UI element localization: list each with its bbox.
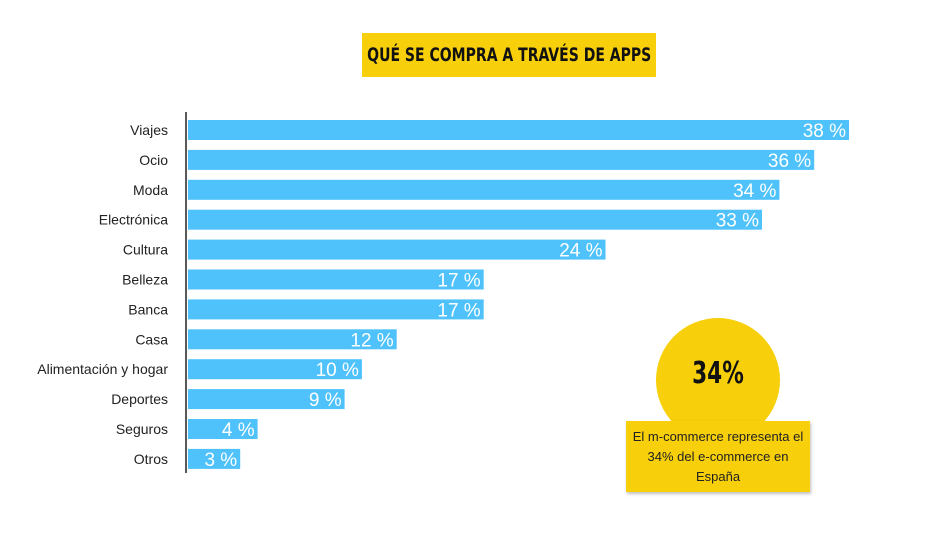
bars-group: Viajes 38 % Ocio 36 % Moda 34 % Electrónica 33 … [37,120,849,471]
value-label: 3 % [204,450,237,471]
value-label: 10 % [316,360,359,381]
bar-8 [188,359,362,380]
value-label: 12 % [350,330,393,351]
category-label: Banca [128,301,168,317]
bar-11 [188,448,241,469]
category-label: Alimentación y hogar [37,361,168,377]
value-label: 38 % [803,121,846,142]
category-label: Ocio [139,152,168,168]
value-label: 34 % [733,181,776,202]
stat-note: El m-commerce representa el 34% del e-co… [626,421,810,492]
value-label: 9 % [309,390,342,411]
bar-3 [188,209,762,230]
bar-2 [188,179,780,200]
value-label: 4 % [222,420,255,441]
category-label: Viajes [130,122,168,138]
category-label: Cultura [123,242,168,258]
chart-title: QUÉ SE COMPRA A TRAVÉS DE APPS [366,44,652,66]
category-label: Casa [135,331,168,347]
category-label: Electrónica [99,212,168,228]
category-label: Belleza [122,272,168,288]
bar-1 [188,149,815,170]
stat-value: 34% [692,356,744,391]
bar-10 [188,419,258,439]
bar-7 [188,329,397,350]
bar-4 [188,239,606,260]
value-label: 17 % [437,271,480,292]
category-label: Otros [134,451,168,467]
value-label: 36 % [768,151,811,172]
category-label: Deportes [111,391,168,407]
value-label: 17 % [437,300,480,321]
category-label: Seguros [116,421,168,437]
bar-0 [188,120,849,140]
bar-6 [188,299,484,320]
value-label: 33 % [716,211,759,232]
bar-5 [188,269,484,290]
chart-title-box: QUÉ SE COMPRA A TRAVÉS DE APPS [362,33,656,77]
value-label: 24 % [559,241,602,262]
bar-9 [188,389,345,410]
category-label: Moda [133,182,168,198]
